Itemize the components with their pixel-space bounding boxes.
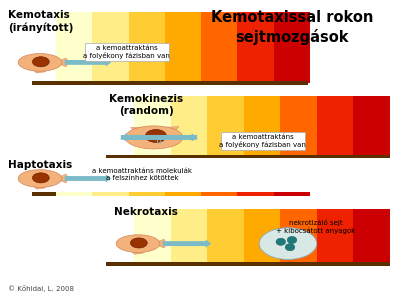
Bar — [56, 192, 92, 196]
Ellipse shape — [145, 130, 166, 142]
Bar — [128, 192, 165, 196]
Bar — [170, 208, 207, 264]
Bar — [106, 262, 390, 266]
Polygon shape — [132, 136, 142, 146]
Polygon shape — [153, 239, 166, 248]
Ellipse shape — [259, 228, 317, 260]
Bar — [354, 208, 390, 264]
Ellipse shape — [18, 170, 62, 187]
Polygon shape — [30, 184, 50, 189]
Bar — [106, 154, 390, 158]
Text: nekrotizáló sejt
+ kibocsátott anyagok: nekrotizáló sejt + kibocsátott anyagok — [276, 219, 356, 234]
Text: ||: || — [156, 135, 161, 144]
Text: Haptotaxis: Haptotaxis — [8, 160, 72, 170]
FancyBboxPatch shape — [85, 43, 169, 61]
Text: Nekrotaxis: Nekrotaxis — [114, 207, 178, 217]
Polygon shape — [164, 127, 179, 136]
Text: a kemoattraktáns
a folyékony fázisban van: a kemoattraktáns a folyékony fázisban va… — [219, 134, 306, 148]
Ellipse shape — [276, 238, 286, 245]
Bar — [207, 96, 244, 157]
Bar — [274, 12, 310, 82]
Text: Kemokinezis
(random): Kemokinezis (random) — [109, 94, 183, 116]
Bar — [280, 96, 317, 157]
Polygon shape — [131, 127, 144, 136]
Bar — [280, 208, 317, 264]
Bar — [134, 96, 170, 157]
Ellipse shape — [130, 238, 147, 248]
Ellipse shape — [32, 57, 49, 67]
Text: Kemotaxis
(irányított): Kemotaxis (irányított) — [8, 11, 73, 33]
Text: Kemotaxissal rokon
sejtmozgások: Kemotaxissal rokon sejtmozgások — [211, 11, 373, 45]
Ellipse shape — [18, 54, 62, 71]
Polygon shape — [55, 58, 68, 67]
Bar — [201, 12, 238, 82]
Polygon shape — [55, 174, 68, 183]
Bar — [207, 208, 244, 264]
Text: © Kőhidai, L. 2008: © Kőhidai, L. 2008 — [8, 286, 74, 292]
Bar — [238, 12, 274, 82]
Bar — [244, 208, 280, 264]
Bar — [201, 192, 238, 196]
Bar — [317, 96, 354, 157]
Bar — [92, 192, 128, 196]
Ellipse shape — [285, 244, 295, 251]
Bar — [92, 12, 128, 82]
Polygon shape — [30, 68, 50, 73]
Bar — [170, 96, 207, 157]
Ellipse shape — [125, 126, 183, 149]
Bar — [165, 192, 201, 196]
Bar — [317, 208, 354, 264]
Bar — [32, 81, 308, 85]
Text: a kemoattraktáns molekulák
a felszínhez kötöttek: a kemoattraktáns molekulák a felszínhez … — [92, 168, 192, 181]
Polygon shape — [128, 249, 148, 254]
Bar — [238, 192, 274, 196]
Bar — [32, 192, 88, 196]
Bar — [134, 208, 170, 264]
Bar — [128, 12, 165, 82]
Bar — [354, 96, 390, 157]
FancyBboxPatch shape — [221, 132, 305, 150]
Bar — [56, 12, 92, 82]
Text: a kemoattraktáns
a folyékony fázisban van: a kemoattraktáns a folyékony fázisban va… — [83, 44, 170, 59]
Ellipse shape — [287, 236, 297, 244]
Bar — [244, 96, 280, 157]
Ellipse shape — [32, 173, 49, 183]
Ellipse shape — [116, 235, 160, 252]
Bar — [274, 192, 310, 196]
Bar — [165, 12, 201, 82]
Polygon shape — [166, 136, 178, 146]
